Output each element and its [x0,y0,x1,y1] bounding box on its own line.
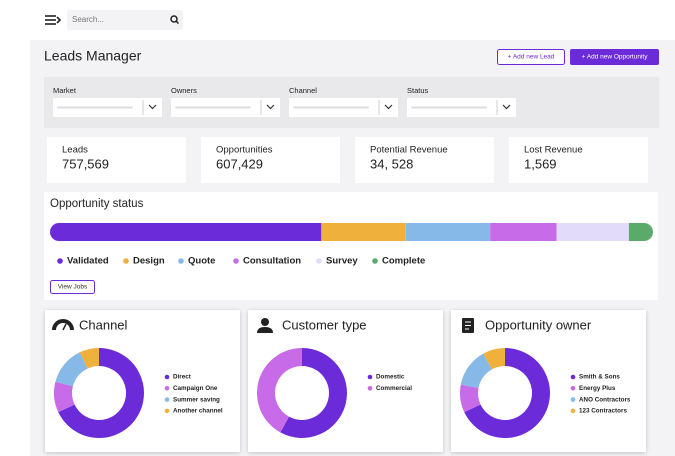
donut-slice [460,353,492,388]
legend-dot [164,408,170,414]
legend-label: Domestic [376,374,405,381]
dropdown-chevron [502,104,511,110]
dropdown-placeholder [293,106,369,109]
legend-label: Campaign One [173,385,218,392]
legend-label: ANO Contractors [579,396,631,403]
card-title: Channel [79,317,128,332]
card-title: Customer type [282,317,367,332]
kpi-card [355,137,494,183]
legend-label: Design [133,256,165,267]
kpi-card [47,137,186,183]
search-placeholder: Search... [72,15,104,24]
donut-slice [280,348,347,438]
status-segment [556,223,629,241]
view-jobs-button[interactable] [50,280,95,294]
filter-label: Channel [289,86,317,95]
add-lead-label: + Add new Lead [508,54,555,61]
kpi-value: 607,429 [216,156,263,171]
legend-dot [367,386,373,391]
legend-dot [570,386,576,391]
filter-label: Owners [171,86,197,95]
page-title: Leads Manager [44,48,142,64]
legend-dot [570,374,576,380]
customer-icon [257,318,273,333]
legend-dot [57,258,63,264]
owner-icon [462,318,474,333]
legend-label: 123 Contractors [579,408,627,415]
filter-label: Market [53,86,77,95]
filter-label: Status [407,86,429,95]
card-title: Opportunity owner [485,317,592,332]
donut-slice [257,348,302,433]
legend-label: Smith & Sons [579,374,620,381]
channel-icon [52,319,74,331]
view-jobs-label: View Jobs [58,284,88,291]
status-segment [628,223,653,241]
status-card [44,192,658,300]
status-segment [490,223,557,241]
donut-slice [58,348,144,438]
donut-slice [79,348,99,369]
kpi-value: 757,569 [62,156,109,171]
kpi-card [201,137,340,183]
add-opportunity-button[interactable] [570,49,659,65]
legend-dot [164,374,170,380]
status-segment [50,223,322,241]
legend-dot [233,258,239,264]
kpi-label: Leads [62,145,88,156]
legend-label: Another channel [173,408,223,415]
kpi-label: Opportunities [216,145,273,156]
menu-icon[interactable] [45,15,62,25]
legend-label: Complete [382,256,425,267]
kpi-label: Lost Revenue [524,145,583,156]
legend-label: Summer saving [173,396,220,403]
legend-dot [178,258,184,264]
legend-dot [316,258,322,264]
add-opportunity-label: + Add new Opportunity [582,54,649,61]
dropdown-chevron [148,104,157,110]
kpi-label: Potential Revenue [370,145,448,156]
legend-dot [367,374,373,380]
donut-slice [55,352,88,387]
kpi-value: 34, 528 [370,156,413,171]
donut-slice [464,348,551,438]
status-segment [405,223,491,241]
legend-label: Survey [326,256,358,267]
donut-slice [54,381,75,413]
legend-label: Commercial [376,385,412,392]
search-icon[interactable] [170,15,180,25]
dropdown-placeholder [175,106,251,109]
legend-dot [164,386,170,391]
donut-slice [483,348,505,370]
legend-dot [372,258,378,264]
dropdown-placeholder [411,106,487,109]
legend-dot [123,258,129,264]
dropdown-placeholder [57,106,133,109]
dropdown-chevron [266,104,275,110]
kpi-value: 1,569 [524,156,557,171]
legend-dot [570,408,576,414]
search-box[interactable] [67,10,183,30]
status-title: Opportunity status [50,198,144,210]
legend-dot [570,397,576,402]
legend-label: Consultation [243,256,301,267]
donut-slice [460,384,481,413]
legend-label: Quote [188,256,215,267]
legend-label: Energy Plus [579,385,616,392]
legend-label: Direct [173,374,192,381]
kpi-card [509,137,648,183]
dropdown-chevron [384,104,393,110]
add-lead-button[interactable] [497,49,565,65]
status-segment [321,223,406,241]
legend-label: Validated [67,256,109,267]
legend-dot [164,397,170,402]
